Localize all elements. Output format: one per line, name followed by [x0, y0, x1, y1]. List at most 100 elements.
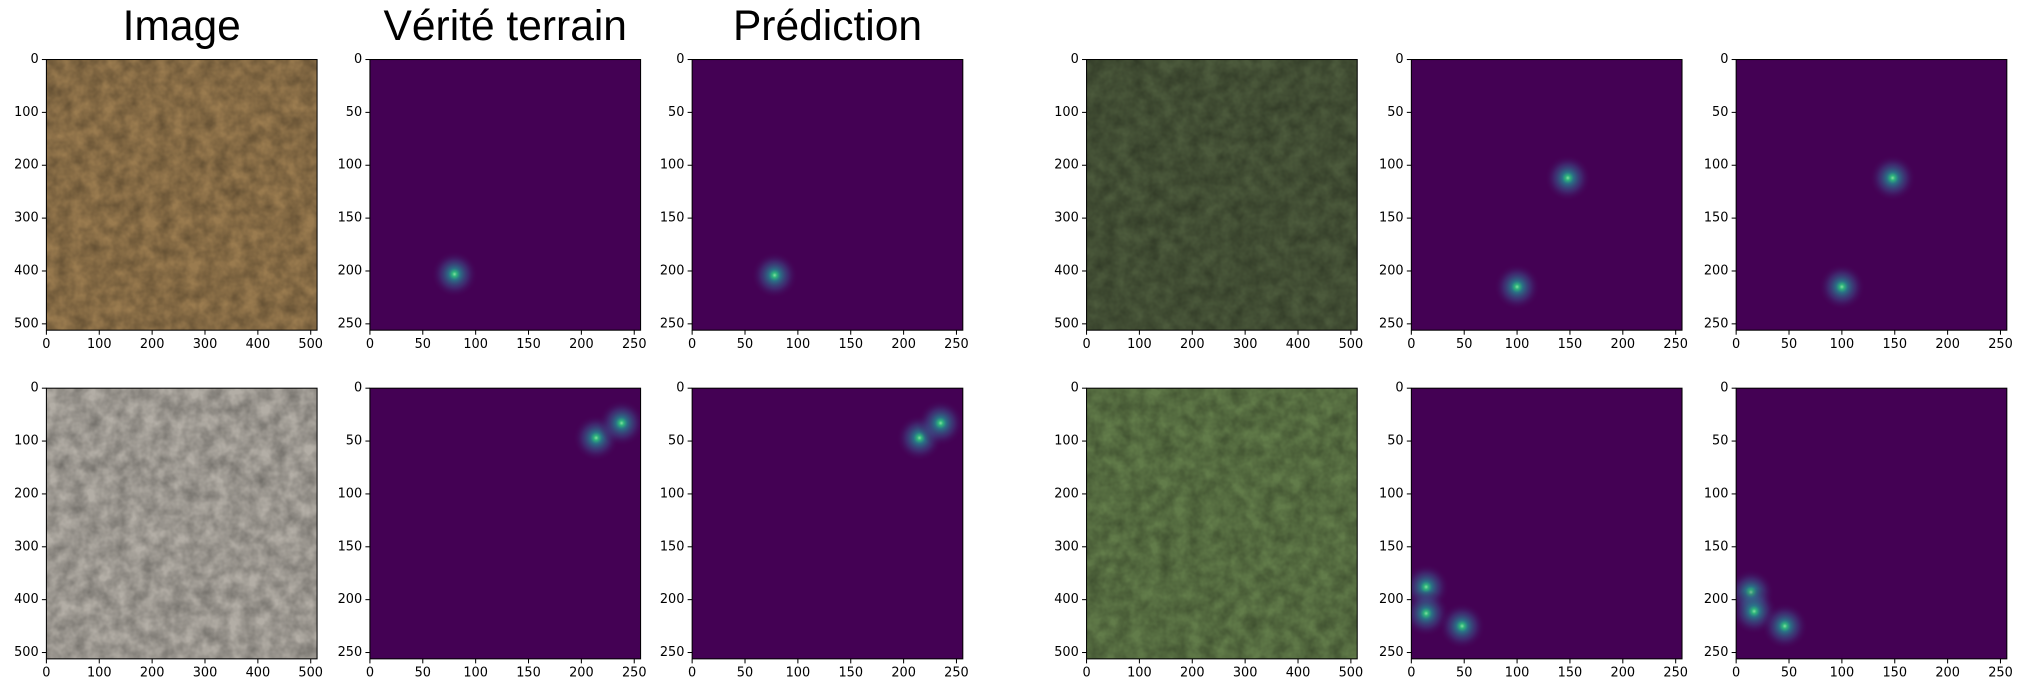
- y-tick-label: 0: [1071, 52, 1079, 67]
- x-tick-label: 200: [1611, 666, 1636, 681]
- x-tick-label: 200: [891, 337, 916, 352]
- x-tick-label: 250: [1988, 666, 2013, 681]
- x-tick-label: 150: [1558, 337, 1583, 352]
- y-tick-label: 100: [660, 158, 685, 173]
- y-tick-label: 200: [14, 158, 39, 173]
- y-tick-label: 50: [1387, 434, 1403, 449]
- x-tick-label: 0: [688, 337, 696, 352]
- x-tick-label: 250: [622, 666, 647, 681]
- x-tick-label: 100: [786, 337, 811, 352]
- x-tick-label: 200: [1935, 666, 1960, 681]
- panel-title: Vérité terrain: [384, 2, 627, 50]
- y-tick-label: 50: [1712, 434, 1728, 449]
- x-tick-label: 50: [1781, 337, 1797, 352]
- heatmap-background: [692, 60, 963, 331]
- y-tick-label: 300: [14, 211, 39, 226]
- heatmap-background: [370, 60, 641, 331]
- x-tick-label: 200: [891, 666, 916, 681]
- x-tick-label: 0: [1732, 666, 1740, 681]
- page: 01002003004005000100200300400500Image050…: [0, 0, 2021, 681]
- x-tick-label: 250: [944, 337, 969, 352]
- y-tick-label: 500: [1054, 316, 1079, 331]
- density-peak: [431, 251, 477, 297]
- y-tick-label: 50: [346, 105, 362, 120]
- x-tick-label: 200: [1611, 337, 1636, 352]
- panel: 01002003004005000100200300400500Image: [14, 2, 323, 352]
- x-tick-label: 150: [1882, 666, 1907, 681]
- y-tick-label: 0: [1720, 52, 1728, 67]
- x-tick-label: 300: [193, 666, 218, 681]
- y-tick-label: 500: [1054, 645, 1079, 660]
- x-tick-label: 250: [944, 666, 969, 681]
- x-tick-label: 200: [140, 666, 165, 681]
- x-tick-label: 50: [1781, 666, 1797, 681]
- x-tick-label: 250: [1663, 666, 1688, 681]
- y-tick-label: 100: [1379, 486, 1404, 501]
- density-peak: [1494, 264, 1540, 310]
- x-tick-label: 100: [87, 666, 112, 681]
- y-tick-label: 250: [1379, 645, 1404, 660]
- x-tick-label: 100: [1505, 337, 1530, 352]
- x-tick-label: 250: [1663, 337, 1688, 352]
- x-tick-label: 0: [1732, 337, 1740, 352]
- x-tick-label: 500: [1339, 666, 1364, 681]
- x-tick-label: 200: [1180, 666, 1205, 681]
- photo-texture: [46, 60, 317, 331]
- x-tick-label: 150: [1558, 666, 1583, 681]
- x-tick-label: 150: [838, 666, 863, 681]
- y-tick-label: 200: [1054, 486, 1079, 501]
- x-tick-label: 500: [298, 337, 323, 352]
- x-tick-label: 50: [415, 337, 431, 352]
- density-peak: [1819, 264, 1865, 310]
- x-tick-label: 100: [1830, 666, 1855, 681]
- x-tick-label: 0: [1407, 666, 1415, 681]
- y-tick-label: 250: [1379, 316, 1404, 331]
- y-tick-label: 150: [660, 539, 685, 554]
- x-tick-label: 50: [415, 666, 431, 681]
- x-tick-label: 50: [1456, 337, 1472, 352]
- y-tick-label: 200: [1054, 158, 1079, 173]
- x-tick-label: 0: [1407, 337, 1415, 352]
- x-tick-label: 100: [87, 337, 112, 352]
- y-tick-label: 250: [1704, 645, 1729, 660]
- x-tick-label: 300: [193, 337, 218, 352]
- y-tick-label: 150: [338, 211, 363, 226]
- y-tick-label: 100: [1704, 486, 1729, 501]
- x-tick-label: 400: [1286, 337, 1311, 352]
- x-tick-label: 50: [737, 337, 753, 352]
- y-tick-label: 400: [1054, 592, 1079, 607]
- x-tick-label: 250: [1988, 337, 2013, 352]
- y-tick-label: 100: [1054, 105, 1079, 120]
- y-tick-label: 250: [338, 645, 363, 660]
- panel: 01002003004005000100200300400500: [14, 381, 323, 681]
- x-tick-label: 200: [1180, 337, 1205, 352]
- heatmap-background: [1736, 60, 2007, 331]
- x-tick-label: 500: [1339, 337, 1364, 352]
- density-peak: [917, 400, 963, 446]
- x-tick-label: 100: [1127, 666, 1152, 681]
- x-tick-label: 0: [42, 337, 50, 352]
- density-peak: [598, 400, 644, 446]
- y-tick-label: 0: [354, 381, 362, 396]
- panel: 050100150200250050100150200250: [660, 381, 969, 681]
- y-tick-label: 0: [354, 52, 362, 67]
- x-tick-label: 200: [569, 337, 594, 352]
- x-tick-label: 400: [246, 337, 271, 352]
- panel: 050100150200250050100150200250: [1379, 52, 1688, 352]
- x-tick-label: 0: [366, 666, 374, 681]
- x-tick-label: 150: [516, 337, 541, 352]
- y-tick-label: 150: [1379, 211, 1404, 226]
- y-tick-label: 100: [660, 486, 685, 501]
- x-tick-label: 200: [1935, 337, 1960, 352]
- y-tick-label: 200: [1704, 263, 1729, 278]
- y-tick-label: 50: [668, 105, 684, 120]
- density-peak: [1439, 603, 1485, 649]
- photo-texture: [1087, 60, 1358, 331]
- x-tick-label: 0: [1082, 337, 1090, 352]
- panel: 01002003004005000100200300400500: [1054, 52, 1363, 352]
- x-tick-label: 200: [140, 337, 165, 352]
